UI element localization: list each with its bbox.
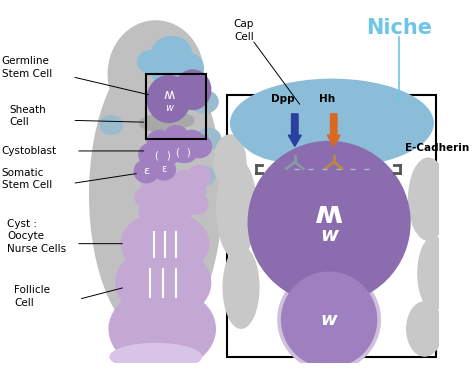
Ellipse shape	[406, 301, 443, 357]
Text: Hh: Hh	[319, 94, 335, 104]
Ellipse shape	[179, 130, 205, 154]
Text: Cystoblast: Cystoblast	[2, 146, 57, 156]
Ellipse shape	[237, 97, 338, 162]
Ellipse shape	[115, 245, 211, 320]
Ellipse shape	[196, 128, 221, 150]
Ellipse shape	[230, 79, 434, 168]
Ellipse shape	[171, 197, 195, 219]
Ellipse shape	[163, 125, 189, 149]
Text: ʍ: ʍ	[315, 201, 343, 230]
Ellipse shape	[167, 113, 195, 128]
Text: ε: ε	[144, 166, 149, 176]
Ellipse shape	[155, 199, 179, 221]
Text: Niche: Niche	[365, 18, 432, 38]
Ellipse shape	[89, 48, 222, 341]
Ellipse shape	[157, 172, 182, 194]
Ellipse shape	[174, 69, 211, 110]
Ellipse shape	[135, 186, 158, 208]
Ellipse shape	[182, 179, 207, 201]
Ellipse shape	[134, 159, 159, 183]
Ellipse shape	[170, 143, 196, 163]
Ellipse shape	[150, 146, 174, 166]
Ellipse shape	[137, 50, 163, 74]
Text: Cyst :
Oocyte
Nurse Cells: Cyst : Oocyte Nurse Cells	[8, 219, 66, 254]
Ellipse shape	[408, 158, 449, 241]
Ellipse shape	[173, 170, 198, 192]
Ellipse shape	[146, 75, 191, 123]
Text: ): )	[186, 148, 190, 158]
Ellipse shape	[99, 115, 123, 135]
FancyArrow shape	[327, 114, 340, 146]
Ellipse shape	[152, 158, 176, 181]
Ellipse shape	[120, 211, 210, 276]
Text: Follicle
Cell: Follicle Cell	[14, 285, 50, 308]
Circle shape	[277, 268, 381, 372]
Ellipse shape	[138, 143, 164, 167]
Ellipse shape	[167, 52, 204, 83]
Ellipse shape	[151, 184, 175, 207]
Ellipse shape	[139, 115, 173, 132]
Ellipse shape	[141, 172, 165, 195]
Ellipse shape	[156, 141, 182, 165]
Text: (: (	[154, 150, 158, 161]
Text: w: w	[321, 311, 337, 329]
Ellipse shape	[109, 343, 202, 371]
Ellipse shape	[189, 90, 219, 114]
Ellipse shape	[169, 182, 193, 205]
Text: Sheath
Cell: Sheath Cell	[9, 104, 46, 127]
Text: (: (	[175, 148, 179, 158]
Ellipse shape	[184, 193, 209, 215]
Ellipse shape	[320, 94, 422, 159]
Ellipse shape	[151, 36, 192, 69]
Ellipse shape	[186, 134, 212, 158]
Ellipse shape	[187, 165, 211, 187]
Ellipse shape	[192, 166, 216, 186]
Text: ε: ε	[162, 164, 167, 175]
Text: ): )	[166, 150, 170, 161]
Circle shape	[281, 271, 377, 368]
Ellipse shape	[213, 134, 246, 190]
Ellipse shape	[109, 287, 216, 371]
Text: Germline
Stem Cell: Germline Stem Cell	[2, 56, 52, 79]
Ellipse shape	[146, 130, 173, 154]
Ellipse shape	[138, 200, 162, 222]
Ellipse shape	[222, 245, 260, 329]
Text: ʍ: ʍ	[163, 88, 174, 102]
Text: Cap
Cell: Cap Cell	[234, 19, 254, 41]
Ellipse shape	[216, 158, 257, 259]
Ellipse shape	[173, 139, 199, 163]
Ellipse shape	[150, 58, 180, 84]
Text: w: w	[320, 226, 338, 245]
Text: Somatic
Stem Cell: Somatic Stem Cell	[2, 167, 52, 190]
Bar	[146, 74, 206, 139]
Bar	[227, 95, 436, 357]
Text: w: w	[165, 103, 173, 113]
Ellipse shape	[108, 20, 204, 128]
Ellipse shape	[417, 236, 451, 310]
Text: Dpp: Dpp	[271, 94, 294, 104]
Circle shape	[247, 141, 410, 304]
Text: E-Cadherin: E-Cadherin	[405, 143, 469, 153]
FancyArrow shape	[288, 114, 301, 146]
